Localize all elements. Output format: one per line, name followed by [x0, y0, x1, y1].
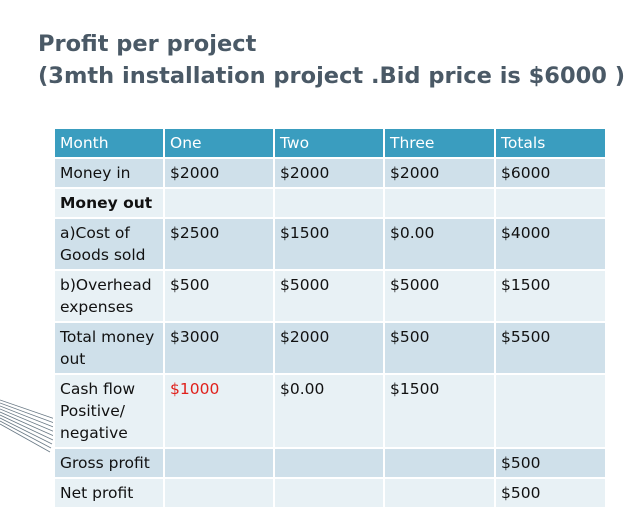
row-label: Net profit [53, 477, 165, 509]
table-row: Gross profit $500 [53, 447, 607, 479]
table-cell: $500 [494, 447, 607, 479]
table-cell: $2000 [273, 157, 385, 189]
table-cell: $5500 [494, 321, 607, 375]
row-label: b)Overhead expenses [53, 269, 165, 323]
header-one: One [163, 127, 275, 159]
row-label: Money in [53, 157, 165, 189]
table-row: Money out [53, 187, 607, 219]
table-cell [163, 477, 275, 509]
table-cell: $2500 [163, 217, 275, 271]
table-cell: $1500 [273, 217, 385, 271]
header-totals: Totals [494, 127, 607, 159]
table-cell [383, 187, 496, 219]
header-two: Two [273, 127, 385, 159]
row-label: Cash flow Positive/ negative [53, 373, 165, 449]
table-cell: $3000 [163, 321, 275, 375]
table-cell: $4000 [494, 217, 607, 271]
table-cell: $5000 [273, 269, 385, 323]
table-row: a)Cost of Goods sold $2500 $1500 $0.00 $… [53, 217, 607, 271]
table-row: Money in $2000 $2000 $2000 $6000 [53, 157, 607, 189]
table-cell [273, 447, 385, 479]
row-label: a)Cost of Goods sold [53, 217, 165, 271]
table-cell: $0.00 [383, 217, 496, 271]
negative-value-cell: $1000 [163, 373, 275, 449]
table-cell [273, 187, 385, 219]
header-month: Month [53, 127, 165, 159]
title-line-2: (3mth installation project .Bid price is… [38, 63, 626, 89]
table-cell [383, 447, 496, 479]
table-row: Net profit $500 [53, 477, 607, 509]
table-cell: $0.00 [273, 373, 385, 449]
table-cell: $500 [383, 321, 496, 375]
table-cell [163, 447, 275, 479]
table-row: Total money out $3000 $2000 $500 $5500 [53, 321, 607, 375]
table-cell: $500 [494, 477, 607, 509]
table-cell [494, 373, 607, 449]
table-cell: $6000 [494, 157, 607, 189]
table-cell [273, 477, 385, 509]
table-cell: $1500 [383, 373, 496, 449]
table-cell: $2000 [163, 157, 275, 189]
table-cell [163, 187, 275, 219]
table-cell: $2000 [273, 321, 385, 375]
row-label: Money out [53, 187, 165, 219]
table-cell [494, 187, 607, 219]
title-line-1: Profit per project [38, 31, 257, 57]
table-cell: $2000 [383, 157, 496, 189]
row-label: Gross profit [53, 447, 165, 479]
table-row: Cash flow Positive/ negative $1000 $0.00… [53, 373, 607, 449]
profit-table: Month One Two Three Totals Money in $200… [53, 127, 607, 509]
header-row: Month One Two Three Totals [53, 127, 607, 159]
table-row: b)Overhead expenses $500 $5000 $5000 $15… [53, 269, 607, 323]
table-cell: $5000 [383, 269, 496, 323]
row-label: Total money out [53, 321, 165, 375]
table-cell: $500 [163, 269, 275, 323]
decorative-lines [0, 399, 59, 453]
slide-title: Profit per project (3mth installation pr… [38, 28, 625, 92]
table-cell: $1500 [494, 269, 607, 323]
header-three: Three [383, 127, 496, 159]
table-cell [383, 477, 496, 509]
